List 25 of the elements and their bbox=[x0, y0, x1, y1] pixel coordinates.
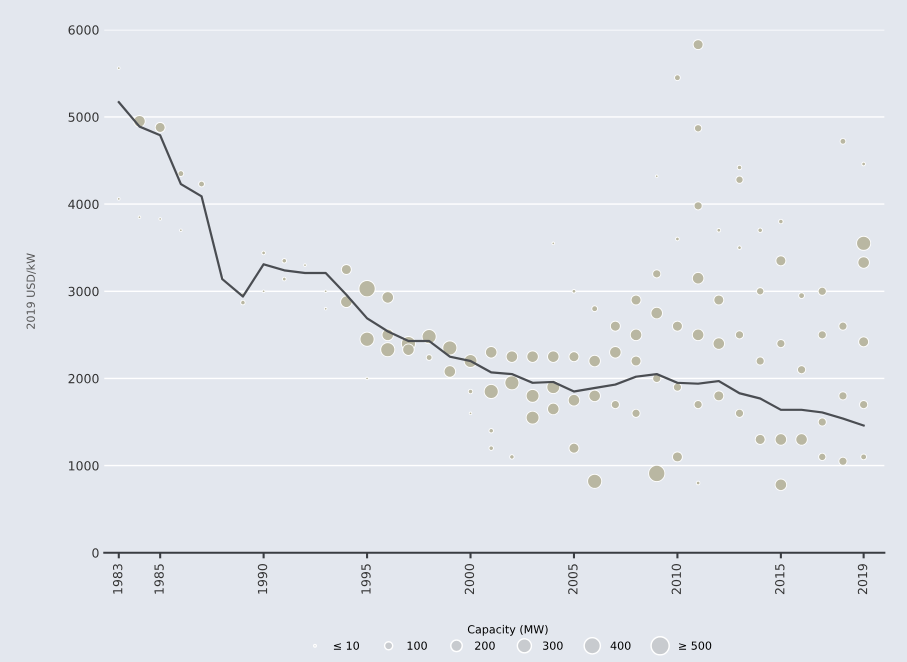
y-tick-label: 2000 bbox=[68, 374, 99, 384]
legend-label: 400 bbox=[610, 641, 631, 650]
x-tick-label: 2015 bbox=[775, 564, 784, 594]
y-tick-label: 0 bbox=[92, 548, 99, 558]
x-tick-label: 1985 bbox=[154, 564, 164, 594]
x-tick-label: 2019 bbox=[858, 564, 868, 594]
line-series bbox=[118, 101, 865, 427]
x-tick-label: 2010 bbox=[672, 564, 682, 594]
y-tick-label: 4000 bbox=[68, 200, 99, 210]
y-axis-title: 2019 USD/kW bbox=[26, 253, 36, 329]
y-tick-label: 5000 bbox=[68, 112, 99, 122]
y-tick-label: 6000 bbox=[68, 25, 99, 35]
legend-label: ≥ 500 bbox=[679, 641, 712, 650]
y-tick-label: 3000 bbox=[68, 286, 99, 296]
x-tick-label: 1983 bbox=[112, 564, 122, 594]
x-tick-label: 1990 bbox=[258, 564, 268, 594]
legend-label: ≤ 10 bbox=[334, 641, 360, 650]
x-tick-label: 2005 bbox=[568, 564, 578, 594]
legend-label: 100 bbox=[408, 641, 427, 650]
x-tick-label: 1995 bbox=[361, 564, 371, 594]
y-tick-label: 1000 bbox=[69, 461, 99, 471]
x-tick-label: 2000 bbox=[464, 564, 474, 594]
legend-label: 200 bbox=[475, 641, 495, 650]
legend-title: Capacity (MW) bbox=[468, 624, 548, 636]
legend-label: 300 bbox=[543, 641, 563, 650]
